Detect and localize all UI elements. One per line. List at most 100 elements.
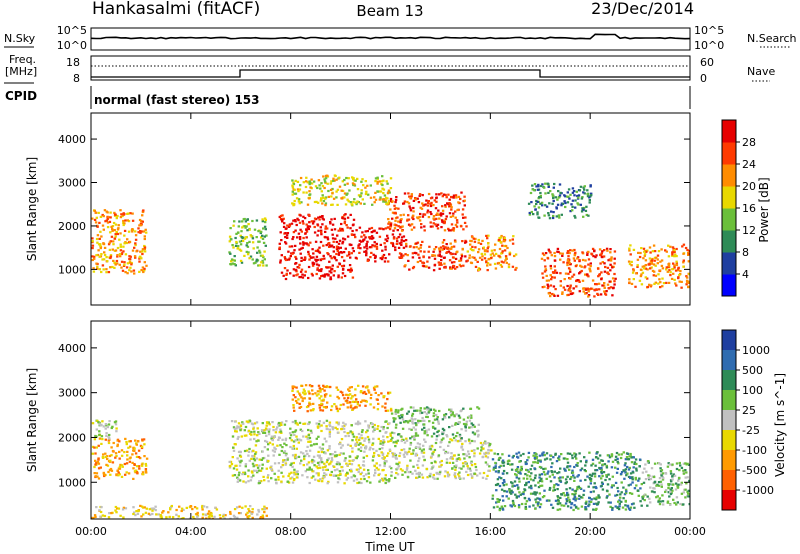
power-cell — [138, 218, 142, 222]
velocity-cell — [458, 433, 462, 436]
velocity-cell — [528, 475, 532, 478]
power-cell — [423, 250, 426, 253]
x-tick-label: 16:00 — [474, 525, 506, 538]
power-cell — [486, 237, 489, 240]
power-cell — [326, 227, 329, 230]
velocity-cell — [240, 459, 243, 462]
velocity-cell — [327, 457, 330, 460]
velocity-cell — [616, 506, 619, 509]
velocity-cell — [240, 435, 243, 438]
velocity-cell — [669, 472, 673, 475]
velocity-cell — [647, 477, 650, 480]
power-cell — [609, 251, 612, 254]
power-cell — [305, 230, 309, 233]
power-cell — [471, 236, 474, 239]
velocity-cell — [659, 463, 662, 466]
velocity-cell — [185, 506, 188, 509]
velocity-cell — [532, 454, 535, 457]
power-cell — [550, 254, 553, 257]
power-cell — [330, 228, 334, 231]
velocity-cell — [383, 461, 387, 464]
velocity-cell — [325, 419, 329, 422]
velocity-cell — [336, 468, 339, 471]
power-cell — [116, 232, 119, 236]
power-cell — [228, 240, 231, 243]
velocity-cell — [339, 452, 343, 455]
power-cell — [323, 273, 327, 276]
power-cell — [553, 251, 556, 255]
velocity-cell — [505, 495, 508, 498]
velocity-cell — [236, 457, 239, 460]
velocity-cell — [618, 499, 621, 502]
power-cell — [449, 247, 453, 250]
velocity-cell — [622, 497, 625, 500]
velocity-cell — [571, 457, 574, 460]
power-cell — [438, 247, 441, 250]
velocity-cell — [248, 459, 251, 462]
velocity-cell — [646, 495, 649, 498]
velocity-cell — [465, 454, 469, 457]
x-axis-label: Time UT — [364, 540, 415, 554]
power-cell — [373, 256, 377, 260]
velocity-cell — [335, 454, 339, 457]
velocity-cell — [451, 461, 455, 464]
power-cell — [237, 225, 240, 228]
velocity-cell — [248, 509, 251, 513]
power-cell — [279, 259, 282, 262]
power-cell — [608, 280, 611, 283]
velocity-cell — [477, 423, 480, 426]
velocity-cell — [606, 454, 610, 457]
velocity-cell — [435, 413, 438, 417]
velocity-cell — [469, 461, 473, 464]
colorbar-segment — [722, 208, 736, 231]
velocity-cell — [309, 403, 312, 406]
velocity-cell — [566, 458, 569, 461]
power-cell — [279, 231, 282, 234]
power-cell — [580, 197, 584, 200]
power-cell — [386, 192, 390, 195]
velocity-cell — [635, 469, 638, 472]
velocity-cell — [335, 463, 339, 466]
power-cell — [397, 236, 400, 239]
velocity-cell — [527, 497, 531, 500]
velocity-cell — [308, 440, 312, 443]
velocity-cell — [405, 439, 409, 442]
power-cell — [491, 252, 494, 255]
power-cell — [100, 270, 103, 274]
velocity-cell — [238, 479, 242, 482]
velocity-cell — [494, 461, 497, 465]
velocity-cell — [234, 420, 237, 423]
power-cell — [332, 274, 335, 277]
velocity-cell — [361, 385, 365, 388]
power-cell — [414, 197, 417, 200]
velocity-cell — [97, 458, 100, 461]
velocity-cell — [547, 470, 550, 473]
power-cell — [141, 210, 145, 214]
velocity-cell — [372, 430, 375, 433]
velocity-cell — [559, 479, 562, 482]
power-cell — [632, 269, 635, 272]
velocity-cell — [377, 402, 380, 405]
power-cell — [400, 241, 403, 244]
velocity-cell — [563, 467, 566, 470]
velocity-cell — [138, 467, 141, 470]
velocity-cell — [250, 457, 253, 460]
velocity-cell — [425, 412, 429, 415]
power-cell — [549, 295, 552, 298]
power-cell — [380, 227, 383, 230]
velocity-cell — [522, 452, 525, 456]
power-cell — [372, 230, 375, 233]
power-cell — [547, 184, 550, 187]
power-cell — [675, 263, 679, 266]
velocity-cell — [629, 455, 632, 458]
velocity-cell — [473, 432, 477, 435]
velocity-cell — [302, 435, 305, 438]
velocity-cell — [329, 474, 333, 477]
velocity-cell — [350, 424, 353, 427]
velocity-cell — [625, 452, 629, 455]
power-cell — [462, 228, 465, 231]
power-cell — [233, 263, 236, 266]
power-cell — [343, 274, 347, 278]
power-cell — [396, 216, 399, 219]
power-cell — [393, 227, 397, 230]
